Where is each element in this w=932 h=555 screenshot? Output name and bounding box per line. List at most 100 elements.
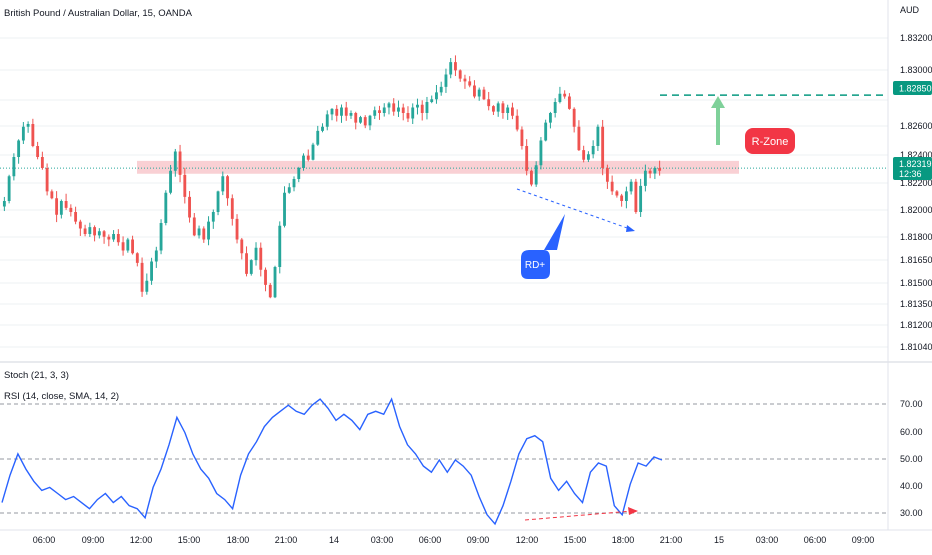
candle-body[interactable] (8, 176, 11, 201)
candle-body[interactable] (312, 145, 315, 160)
candle-body[interactable] (198, 229, 201, 236)
candle-body[interactable] (307, 156, 310, 160)
candle-body[interactable] (174, 152, 177, 171)
candle-body[interactable] (625, 191, 628, 201)
candle-body[interactable] (639, 186, 642, 212)
candle-body[interactable] (549, 113, 552, 123)
candle-body[interactable] (155, 251, 158, 262)
candle-body[interactable] (136, 253, 139, 263)
candle-body[interactable] (103, 231, 106, 237)
candle-body[interactable] (558, 94, 561, 102)
candle-body[interactable] (454, 62, 457, 70)
candle-body[interactable] (131, 240, 134, 254)
candle-body[interactable] (373, 110, 376, 116)
candle-body[interactable] (50, 191, 53, 198)
candle-body[interactable] (93, 227, 96, 235)
candle-body[interactable] (84, 229, 87, 235)
current-price-label[interactable]: 1.82319 12:36 (893, 157, 932, 180)
candle-body[interactable] (492, 106, 495, 112)
candle-body[interactable] (468, 81, 471, 85)
candle-body[interactable] (316, 131, 319, 145)
candle-body[interactable] (245, 253, 248, 274)
candle-body[interactable] (107, 237, 110, 240)
candle-body[interactable] (3, 201, 6, 207)
candle-body[interactable] (145, 281, 148, 292)
candle-body[interactable] (69, 208, 72, 212)
candle-body[interactable] (473, 86, 476, 97)
candle-body[interactable] (426, 102, 429, 113)
candle-body[interactable] (160, 223, 163, 251)
candle-body[interactable] (634, 182, 637, 212)
candle-body[interactable] (402, 108, 405, 114)
candle-body[interactable] (464, 79, 467, 82)
candle-body[interactable] (41, 157, 44, 168)
target-price-label[interactable]: 1.82850 (893, 81, 932, 95)
target-arrow[interactable] (711, 96, 725, 145)
candle-body[interactable] (193, 218, 196, 236)
time-axis[interactable]: 06:00 09:00 12:00 15:00 18:00 21:00 14 0… (33, 535, 875, 545)
candle-body[interactable] (502, 103, 505, 113)
candle-body[interactable] (630, 182, 633, 192)
candle-body[interactable] (397, 108, 400, 112)
candle-body[interactable] (350, 113, 353, 116)
candle-body[interactable] (369, 116, 372, 126)
candle-body[interactable] (217, 191, 220, 212)
rsi-line[interactable] (2, 399, 662, 524)
candle-body[interactable] (544, 123, 547, 141)
candle-body[interactable] (596, 127, 599, 146)
candle-body[interactable] (207, 222, 210, 240)
candle-body[interactable] (435, 92, 438, 99)
candle-body[interactable] (606, 168, 609, 182)
candle-body[interactable] (269, 285, 272, 297)
candle-body[interactable] (27, 124, 30, 127)
candle-body[interactable] (430, 99, 433, 102)
candle-body[interactable] (12, 157, 15, 176)
candle-body[interactable] (506, 108, 509, 114)
candle-body[interactable] (388, 103, 391, 107)
candle-body[interactable] (231, 198, 234, 219)
candle-body[interactable] (250, 260, 253, 274)
candle-body[interactable] (112, 234, 115, 240)
candle-body[interactable] (79, 222, 82, 229)
candle-body[interactable] (212, 212, 215, 222)
candle-body[interactable] (55, 198, 58, 215)
candles[interactable] (3, 55, 661, 298)
candle-body[interactable] (60, 201, 63, 215)
candle-body[interactable] (359, 117, 362, 123)
candle-body[interactable] (563, 94, 566, 97)
candle-body[interactable] (658, 168, 661, 171)
candle-body[interactable] (497, 103, 500, 111)
candle-body[interactable] (236, 219, 239, 240)
candle-body[interactable] (169, 171, 172, 193)
candle-body[interactable] (649, 171, 652, 174)
rsi-axis[interactable]: 70.00 60.00 50.00 40.00 30.00 (900, 399, 923, 518)
candle-body[interactable] (259, 248, 262, 270)
candle-body[interactable] (65, 201, 68, 208)
candle-body[interactable] (354, 113, 357, 123)
candle-body[interactable] (117, 234, 120, 242)
rd-badge[interactable]: RD+ (521, 214, 565, 279)
candle-body[interactable] (126, 240, 129, 251)
candle-body[interactable] (521, 130, 524, 147)
candle-body[interactable] (615, 191, 618, 195)
candle-body[interactable] (364, 117, 367, 125)
candle-body[interactable] (46, 168, 49, 191)
candle-body[interactable] (88, 227, 91, 234)
candle-body[interactable] (577, 127, 580, 150)
candle-body[interactable] (392, 103, 395, 111)
candle-body[interactable] (587, 154, 590, 160)
candle-body[interactable] (378, 110, 381, 113)
candle-body[interactable] (288, 187, 291, 193)
candle-body[interactable] (383, 108, 386, 114)
candle-body[interactable] (297, 168, 300, 179)
candle-body[interactable] (335, 109, 338, 116)
candle-body[interactable] (98, 231, 101, 235)
candle-body[interactable] (411, 108, 414, 119)
candle-body[interactable] (150, 262, 153, 281)
candle-body[interactable] (644, 171, 647, 186)
candle-body[interactable] (539, 141, 542, 166)
candle-body[interactable] (255, 248, 258, 260)
candle-body[interactable] (326, 114, 329, 126)
candle-body[interactable] (283, 193, 286, 226)
